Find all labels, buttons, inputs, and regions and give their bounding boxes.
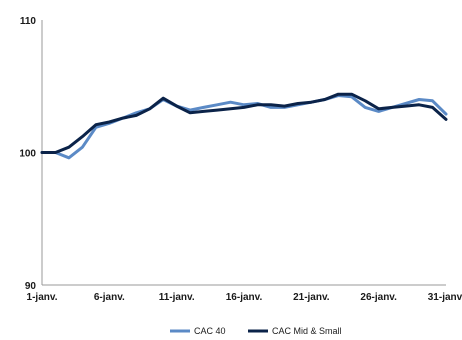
legend-label: CAC 40 — [194, 326, 226, 336]
y-tick-label: 110 — [20, 16, 37, 27]
legend: CAC 40 CAC Mid & Small — [170, 326, 342, 336]
x-tick-label: 11-janv. — [159, 292, 195, 303]
x-tick-label: 16-janv. — [226, 292, 263, 303]
x-tick-label: 21-janv. — [293, 292, 330, 303]
axes — [41, 20, 446, 286]
y-tick-labels: 90 100 110 — [19, 16, 36, 292]
x-tick-label: 31-janv. — [428, 292, 462, 303]
x-tick-label: 1-janv. — [27, 292, 58, 303]
series-line-2 — [40, 92, 448, 154]
series-lines — [40, 92, 448, 160]
series-line-1 — [40, 94, 448, 160]
legend-label: CAC Mid & Small — [272, 326, 342, 336]
y-tick-label: 100 — [19, 149, 36, 160]
x-tick-labels: 1-janv. 6-janv. 11-janv. 16-janv. 21-janv. 26… — [27, 292, 462, 303]
y-tick-label: 90 — [25, 281, 37, 292]
x-tick-label: 26-janv. — [360, 292, 397, 303]
x-tick-label: 6-janv. — [94, 292, 125, 303]
